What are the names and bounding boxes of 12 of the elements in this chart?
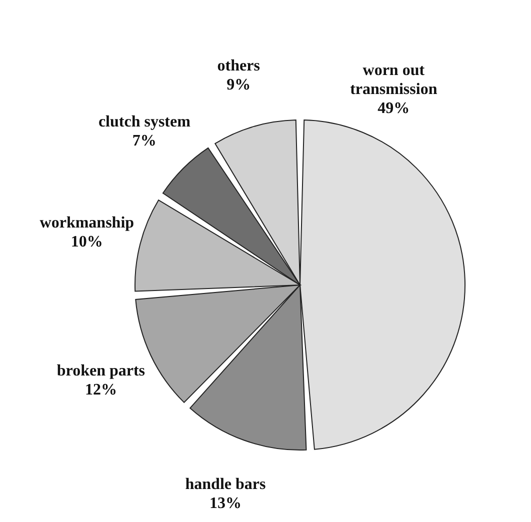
slice-label: clutch system	[98, 113, 192, 130]
data-label: 10%	[70, 233, 103, 250]
slice-label: worn out transmission	[350, 62, 438, 98]
slice-label: workmanship	[40, 214, 134, 232]
data-label: 49%	[378, 100, 410, 117]
slice-label: others	[217, 58, 260, 75]
data-label: 12%	[84, 382, 117, 399]
slice-label: handle bars	[185, 476, 266, 493]
data-label: 13%	[209, 494, 242, 512]
data-label: 7%	[132, 132, 156, 150]
data-label: 9%	[226, 76, 251, 94]
slice-label: broken parts	[56, 362, 146, 380]
